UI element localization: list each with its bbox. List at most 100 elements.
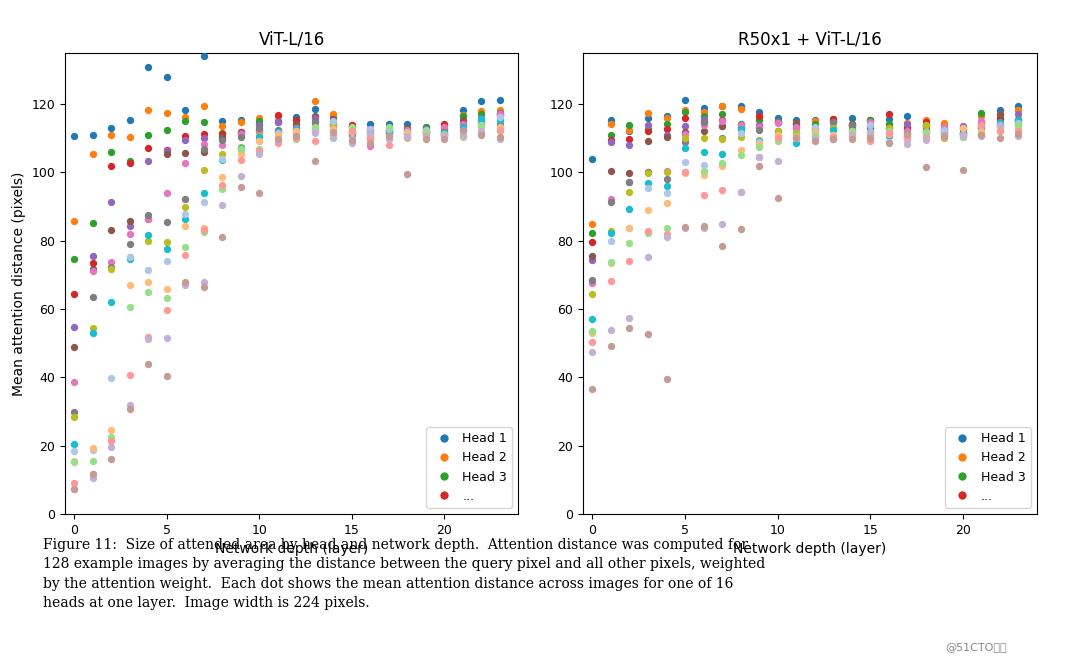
Point (417, 130, 434, 141)
Point (954, 128, 971, 138)
Point (824, 121, 841, 132)
Point (787, 132, 805, 142)
Point (769, 126, 786, 136)
Point (843, 129, 861, 139)
Point (66, 407, 83, 418)
Point (732, 144, 750, 155)
Point (973, 117, 990, 128)
Point (584, 384, 602, 394)
Point (121, 156, 138, 166)
Point (232, 115, 249, 125)
Point (195, 133, 213, 144)
Point (824, 115, 841, 125)
Point (769, 156, 786, 166)
Point (714, 161, 731, 171)
Point (491, 125, 509, 135)
Point (214, 134, 231, 145)
Point (121, 403, 138, 414)
Point (584, 154, 602, 164)
Legend: Head 1, Head 2, Head 3, ...: Head 1, Head 2, Head 3, ... (427, 427, 512, 508)
Point (287, 131, 305, 142)
Point (676, 142, 693, 153)
Point (1010, 123, 1027, 134)
Point (362, 119, 379, 129)
Point (824, 134, 841, 144)
Point (176, 116, 193, 127)
Point (269, 127, 286, 138)
Point (935, 122, 953, 132)
Point (787, 121, 805, 131)
Point (621, 223, 638, 234)
Point (954, 127, 971, 138)
Point (676, 223, 693, 233)
Point (325, 119, 342, 130)
Point (66, 484, 83, 494)
Point (232, 129, 249, 139)
Point (380, 125, 397, 135)
Point (732, 150, 750, 160)
Point (694, 223, 712, 234)
Point (325, 109, 342, 119)
Point (676, 167, 693, 177)
Point (269, 130, 286, 140)
Point (880, 137, 897, 148)
Point (325, 111, 342, 121)
Point (269, 133, 286, 144)
Point (417, 126, 434, 136)
Point (769, 117, 786, 127)
Point (862, 130, 879, 140)
Point (843, 127, 861, 138)
Point (769, 112, 786, 123)
Point (362, 140, 379, 151)
Point (694, 221, 712, 231)
Point (269, 130, 286, 141)
Point (935, 130, 953, 141)
Point (751, 122, 768, 132)
Point (1010, 115, 1027, 125)
Title: R50x1 + ViT-L/16: R50x1 + ViT-L/16 (738, 30, 882, 48)
Point (343, 130, 361, 140)
Point (917, 132, 934, 143)
Point (621, 312, 638, 323)
Point (694, 165, 712, 176)
Point (880, 130, 897, 141)
Point (954, 130, 971, 140)
Point (251, 146, 268, 156)
Point (935, 127, 953, 138)
Point (139, 214, 157, 224)
Point (639, 178, 657, 188)
Point (176, 158, 193, 169)
Point (843, 126, 861, 136)
Point (1010, 109, 1027, 119)
Point (806, 127, 823, 137)
Point (66, 254, 83, 264)
Point (991, 114, 1009, 125)
Point (435, 125, 453, 136)
Point (66, 457, 83, 467)
Point (84, 218, 102, 229)
Point (658, 198, 675, 208)
Point (306, 117, 323, 127)
Point (639, 167, 657, 178)
Point (232, 142, 249, 153)
Point (251, 119, 268, 130)
Point (176, 277, 193, 287)
Point (121, 252, 138, 262)
Point (917, 119, 934, 130)
Point (787, 115, 805, 125)
Point (491, 109, 509, 120)
Point (269, 126, 286, 136)
Point (751, 113, 768, 124)
Point (732, 104, 750, 115)
Point (806, 127, 823, 138)
Point (195, 225, 213, 235)
Point (621, 323, 638, 333)
Point (621, 223, 638, 233)
Point (66, 455, 83, 466)
Point (103, 262, 120, 273)
Point (287, 115, 305, 125)
Point (269, 111, 286, 121)
Point (899, 126, 916, 136)
Point (158, 107, 175, 118)
Point (66, 411, 83, 422)
